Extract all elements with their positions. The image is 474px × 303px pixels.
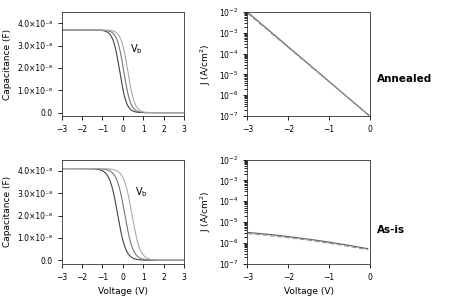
Y-axis label: J (A/cm$^2$): J (A/cm$^2$) [199,191,213,232]
Text: As-is: As-is [377,225,405,235]
Text: V$_\mathregular{b}$: V$_\mathregular{b}$ [135,185,147,199]
Y-axis label: Capacitance (F): Capacitance (F) [3,176,12,247]
X-axis label: Voltage (V): Voltage (V) [283,287,334,296]
Text: Annealed: Annealed [377,74,432,84]
Y-axis label: J (A/cm$^2$): J (A/cm$^2$) [199,43,213,85]
Y-axis label: Capacitance (F): Capacitance (F) [3,28,12,100]
Text: V$_\mathregular{b}$: V$_\mathregular{b}$ [130,42,143,56]
X-axis label: Voltage (V): Voltage (V) [98,287,148,296]
